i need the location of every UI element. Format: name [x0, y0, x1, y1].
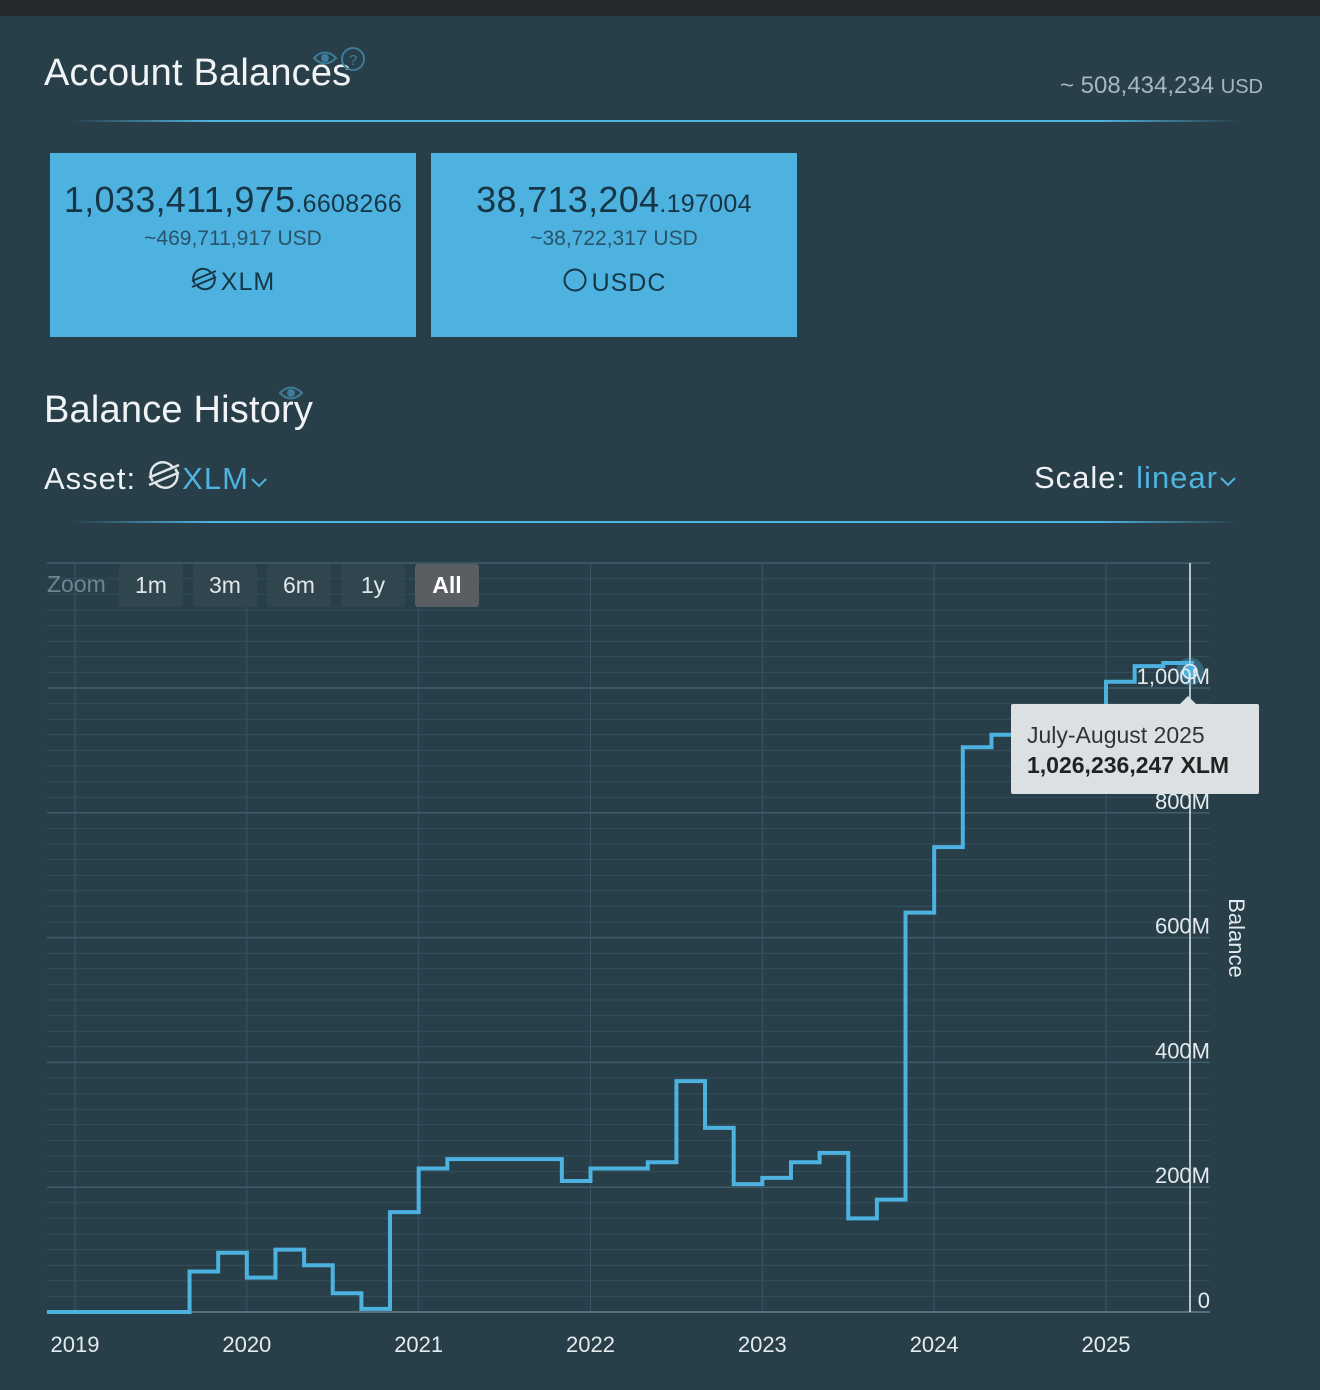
eye-icon[interactable] — [278, 381, 304, 405]
balance-usd-value: ~38,722,317 USD — [530, 227, 698, 250]
stellar-icon — [191, 267, 217, 298]
zoom-6m-button[interactable]: 6m — [267, 564, 331, 607]
chart-tooltip: July-August 2025 1,026,236,247 XLM — [1011, 696, 1259, 794]
x-tick-label: 2025 — [1082, 1332, 1131, 1357]
y-tick-label: 400M — [1155, 1038, 1210, 1063]
history-header-icons — [278, 381, 304, 405]
x-tick-label: 2023 — [738, 1332, 787, 1357]
zoom-all-button[interactable]: All — [415, 564, 479, 607]
balance-card-usdc[interactable]: 38,713,204.197004 ~38,722,317 USD USDC — [431, 153, 797, 337]
asset-selector: Asset: XLM — [44, 460, 269, 498]
account-balances-title: Account Balances — [44, 52, 352, 94]
x-tick-label: 2022 — [566, 1332, 615, 1357]
scale-dropdown[interactable]: linear — [1136, 460, 1238, 496]
asset-selector-label: Asset: — [44, 461, 137, 496]
chevron-down-icon — [249, 461, 269, 497]
y-tick-label: 200M — [1155, 1163, 1210, 1188]
y-axis-title: Balance — [1224, 898, 1249, 978]
stellar-icon — [146, 460, 182, 498]
balance-amount: 38,713,204.197004 — [476, 179, 752, 220]
total-balance-currency: USD — [1220, 76, 1263, 98]
svg-text:?: ? — [349, 52, 357, 69]
balance-history-title: Balance History — [44, 389, 314, 431]
total-balance-value: ~ 508,434,234 — [1059, 72, 1215, 99]
total-balance: ~ 508,434,234 USD — [1060, 72, 1263, 100]
balance-amount: 1,033,411,975.6608266 — [63, 179, 403, 220]
zoom-label: Zoom — [47, 571, 106, 597]
asset-dropdown[interactable]: XLM — [146, 460, 269, 498]
tooltip-value: 1,026,236,247 XLM — [1027, 752, 1230, 778]
history-divider — [70, 521, 1240, 523]
scale-selector-label: Scale: — [1034, 460, 1127, 495]
asset-code: USDC — [431, 267, 797, 300]
eye-icon[interactable] — [312, 46, 338, 72]
balances-header-icons: ? — [312, 46, 366, 72]
tooltip-arrow — [1179, 696, 1197, 705]
x-tick-label: 2021 — [394, 1332, 443, 1357]
circle-icon — [562, 267, 588, 300]
top-bar — [0, 0, 1320, 16]
asset-code: XLM — [50, 267, 416, 298]
y-tick-label: 1,000M — [1137, 664, 1210, 689]
hover-point — [1182, 663, 1198, 680]
balance-usd-value: ~469,711,917 USD — [144, 227, 322, 250]
balance-card-xlm[interactable]: 1,033,411,975.6608266 ~469,711,917 USD X… — [50, 153, 416, 337]
help-icon[interactable]: ? — [340, 46, 366, 72]
zoom-3m-button[interactable]: 3m — [193, 564, 257, 607]
scale-selector: Scale: linear — [1034, 460, 1238, 496]
x-tick-label: 2020 — [222, 1332, 271, 1357]
tooltip-period: July-August 2025 — [1027, 722, 1205, 748]
x-tick-label: 2024 — [910, 1332, 959, 1357]
balances-divider — [70, 120, 1240, 122]
chevron-down-icon — [1218, 460, 1238, 496]
x-tick-label: 2019 — [51, 1332, 100, 1357]
zoom-1m-button[interactable]: 1m — [119, 564, 183, 607]
zoom-1y-button[interactable]: 1y — [341, 564, 405, 607]
y-tick-label: 600M — [1155, 914, 1210, 939]
y-tick-label: 0 — [1198, 1288, 1210, 1313]
